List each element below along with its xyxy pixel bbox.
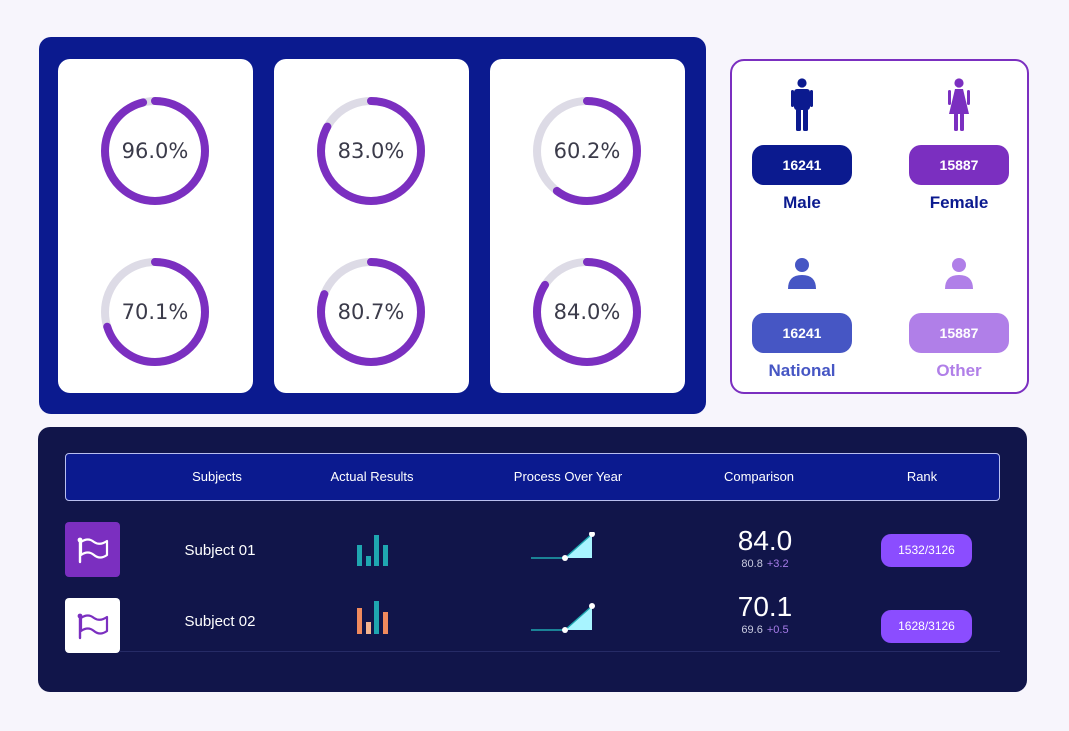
result-bar bbox=[357, 608, 362, 634]
result-bar bbox=[357, 545, 362, 566]
result-bar bbox=[374, 601, 379, 634]
gauge-value: 83.0% bbox=[337, 139, 405, 163]
gauge-value: 70.1% bbox=[121, 300, 189, 324]
table-row[interactable]: Subject 01 84.0 80.8 +3.2 1532/3126 bbox=[65, 522, 1000, 582]
male-icon bbox=[742, 77, 862, 133]
gauge-arc bbox=[533, 258, 641, 366]
result-bar bbox=[365, 556, 371, 566]
gauge: 70.1% bbox=[96, 253, 214, 371]
gauge: 96.0% bbox=[96, 92, 214, 210]
score-delta: +0.5 bbox=[766, 624, 789, 636]
subject-name: Subject 02 bbox=[184, 613, 256, 630]
gauge-card-3: 60.2% 84.0% bbox=[490, 59, 685, 393]
result-bar bbox=[365, 622, 371, 634]
other-count-badge: 15887 bbox=[909, 313, 1009, 353]
row-divider bbox=[120, 651, 1000, 652]
process-sparkline bbox=[531, 603, 595, 633]
result-bar bbox=[382, 545, 388, 566]
other-stat: 15887 Other bbox=[899, 245, 1019, 381]
header-actual-results[interactable]: Actual Results bbox=[330, 469, 414, 484]
national-count-badge: 16241 bbox=[752, 313, 852, 353]
female-icon bbox=[899, 77, 1019, 133]
other-label: Other bbox=[936, 361, 982, 380]
subject-name: Subject 01 bbox=[184, 542, 256, 559]
gauge-arc bbox=[533, 97, 641, 205]
gauge-arc bbox=[317, 97, 425, 205]
rank-badge: 1628/3126 bbox=[881, 610, 972, 643]
person-icon bbox=[899, 245, 1019, 301]
table-header: Subjects Actual Results Process Over Yea… bbox=[65, 453, 1000, 501]
gauge-value: 60.2% bbox=[553, 139, 621, 163]
national-stat: 16241 National bbox=[742, 245, 862, 381]
female-count-badge: 15887 bbox=[909, 145, 1009, 185]
comparison-score: 84.0 bbox=[737, 525, 793, 556]
rank-badge: 1532/3126 bbox=[881, 534, 972, 567]
process-sparkline bbox=[531, 532, 595, 561]
flag-icon bbox=[77, 537, 108, 563]
gauge-value: 80.7% bbox=[337, 300, 405, 324]
male-label: Male bbox=[783, 193, 821, 212]
header-rank[interactable]: Rank bbox=[906, 469, 938, 484]
header-process-over-year[interactable]: Process Over Year bbox=[513, 469, 623, 484]
actual-results-bars bbox=[357, 532, 389, 566]
gauges-panel: 96.0% 70.1% 83.0% 80.7% 60.2% 84.0% bbox=[39, 37, 706, 414]
comparison-value: 84.0 80.8 +3.2 bbox=[705, 525, 825, 571]
previous-score: 80.8 bbox=[741, 558, 763, 570]
male-stat: 16241 Male bbox=[742, 77, 862, 213]
national-label: National bbox=[768, 361, 836, 380]
result-bar bbox=[382, 612, 388, 634]
gauge: 84.0% bbox=[528, 253, 646, 371]
gauge-value: 84.0% bbox=[553, 300, 621, 324]
table-row[interactable]: Subject 02 70.1 69.6 +0.5 1628/3126 bbox=[65, 592, 1000, 658]
subject-badge[interactable] bbox=[65, 598, 120, 653]
female-stat: 15887 Female bbox=[899, 77, 1019, 213]
header-comparison[interactable]: Comparison bbox=[723, 469, 795, 484]
gauge-arc bbox=[317, 258, 425, 366]
previous-score: 69.6 bbox=[741, 624, 763, 636]
gauge: 80.7% bbox=[312, 253, 430, 371]
male-count-badge: 16241 bbox=[752, 145, 852, 185]
person-icon bbox=[742, 245, 862, 301]
gauge-card-2: 83.0% 80.7% bbox=[274, 59, 469, 393]
gauge-arc bbox=[101, 97, 209, 205]
gauge: 83.0% bbox=[312, 92, 430, 210]
score-delta: +3.2 bbox=[766, 558, 789, 570]
actual-results-bars bbox=[357, 600, 389, 634]
flag-icon bbox=[77, 613, 108, 639]
results-table: Subjects Actual Results Process Over Yea… bbox=[38, 427, 1027, 692]
gauge-value: 96.0% bbox=[121, 139, 189, 163]
result-bar bbox=[374, 535, 379, 566]
gauge-card-1: 96.0% 70.1% bbox=[58, 59, 253, 393]
gauge: 60.2% bbox=[528, 92, 646, 210]
comparison-score: 70.1 bbox=[737, 591, 793, 622]
subject-badge[interactable] bbox=[65, 522, 120, 577]
gauge-arc bbox=[101, 258, 209, 366]
header-subjects[interactable]: Subjects bbox=[192, 469, 242, 484]
demographics-panel: 16241 Male 15887 Female 16241 National bbox=[730, 59, 1029, 394]
comparison-value: 70.1 69.6 +0.5 bbox=[705, 591, 825, 637]
female-label: Female bbox=[929, 193, 989, 212]
